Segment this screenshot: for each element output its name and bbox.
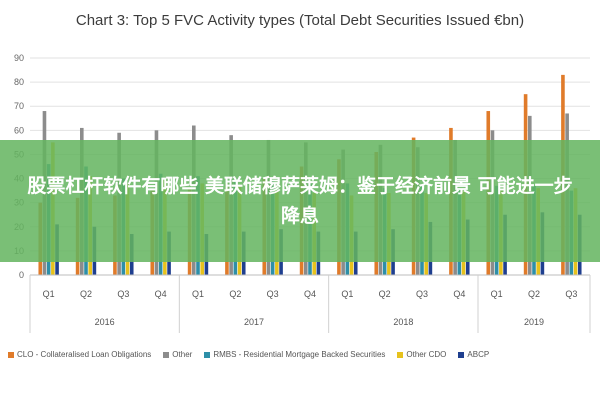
overlay-banner: 股票杠杆软件有哪些 美联储穆萨莱姆：鉴于经济前景 可能进一步降息 [0, 140, 600, 262]
x-tick-label: Q4 [453, 289, 465, 299]
legend-item: Other CDO [397, 350, 446, 359]
legend-label: CLO - Collateralised Loan Obligations [17, 350, 152, 359]
y-tick-label: 0 [19, 270, 24, 280]
legend-label: ABCP [467, 350, 490, 359]
chart-title: Chart 3: Top 5 FVC Activity types (Total… [75, 12, 525, 29]
x-tick-label: Q1 [192, 289, 204, 299]
x-group-label: 2016 [95, 317, 115, 327]
x-tick-label: Q2 [528, 289, 540, 299]
legend-swatch [458, 351, 465, 358]
legend-item: RMBS - Residential Mortgage Backed Secur… [204, 350, 385, 359]
legend-swatch [204, 351, 211, 358]
y-tick-label: 90 [14, 53, 24, 63]
x-tick-label: Q3 [267, 289, 279, 299]
y-tick-label: 80 [14, 77, 24, 87]
legend-label: Other [172, 350, 193, 359]
x-tick-label: Q3 [416, 289, 428, 299]
x-tick-label: Q4 [304, 289, 316, 299]
x-tick-label: Q2 [229, 289, 241, 299]
overlay-headline: 股票杠杆软件有哪些 美联储穆萨莱姆：鉴于经济前景 可能进一步降息 [27, 175, 573, 227]
x-axis: Q1 Q2 Q3 Q4 Q1 Q2 Q3 Q4 Q1 Q2 Q3 Q4 Q1 Q2 Q3 2016 2017 20… [29, 274, 591, 333]
legend-label: RMBS - Residential Mortgage Backed Secur… [213, 350, 386, 359]
y-tick-label: 60 [14, 125, 24, 135]
legend-item: ABCP [458, 350, 489, 359]
legend-swatch [397, 351, 404, 358]
x-tick-label: Q4 [155, 289, 167, 299]
x-tick-label: Q1 [341, 289, 353, 299]
legend-item: Other [163, 350, 192, 359]
legend-label: Other CDO [406, 350, 447, 359]
legend-swatch [8, 351, 14, 358]
legend: CLO - Collateralised Loan Obligations Oth… [8, 350, 598, 359]
legend-swatch [163, 351, 170, 358]
x-group-label: 2017 [244, 317, 264, 327]
legend-item: CLO - Collateralised Loan Obligations [8, 350, 151, 359]
x-tick-label: Q3 [565, 289, 577, 299]
x-tick-label: Q1 [491, 289, 503, 299]
x-tick-label: Q2 [80, 289, 92, 299]
x-group-label: 2018 [393, 317, 413, 327]
x-tick-label: Q1 [43, 289, 55, 299]
y-tick-label: 70 [14, 101, 24, 111]
x-tick-label: Q3 [117, 289, 129, 299]
x-group-label: 2019 [524, 317, 544, 327]
x-tick-label: Q2 [379, 289, 391, 299]
